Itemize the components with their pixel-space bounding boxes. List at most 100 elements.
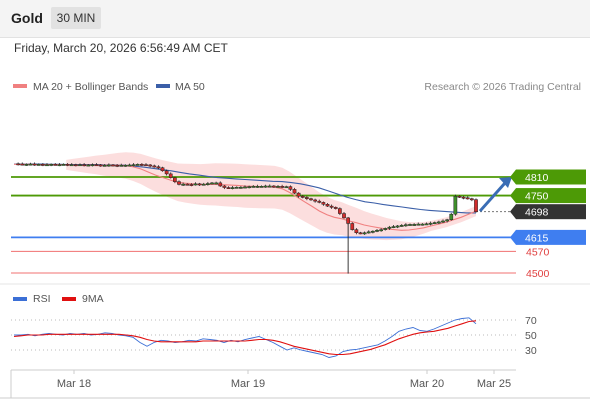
x-tick-label: Mar 18 bbox=[57, 378, 91, 390]
candle-body bbox=[189, 184, 194, 186]
level-tag-4810 bbox=[516, 169, 586, 185]
candle-body bbox=[346, 217, 350, 224]
candle-body bbox=[119, 164, 124, 167]
candle-body bbox=[284, 186, 289, 189]
candle-body bbox=[185, 183, 190, 186]
candle-body bbox=[247, 186, 251, 189]
candle-body bbox=[32, 163, 37, 166]
candle-body bbox=[90, 164, 95, 167]
candle-body bbox=[453, 195, 458, 215]
level-label-4698: 4698 bbox=[525, 207, 549, 219]
candle-body bbox=[243, 186, 247, 189]
candle-body bbox=[98, 164, 103, 167]
candle-body bbox=[156, 166, 161, 169]
candle-body bbox=[234, 186, 239, 189]
candle-body bbox=[371, 230, 375, 233]
candle-body bbox=[201, 183, 206, 186]
ma50-legend-label: MA 50 bbox=[175, 81, 205, 93]
candle-body bbox=[441, 220, 445, 223]
candle-body bbox=[457, 195, 462, 198]
candle-body bbox=[375, 230, 379, 232]
candle-body bbox=[218, 182, 223, 187]
candle-body bbox=[78, 164, 82, 167]
x-tick-label: Mar 19 bbox=[231, 378, 265, 390]
candle-body bbox=[416, 223, 421, 226]
candle-body bbox=[239, 186, 243, 189]
candle-body bbox=[135, 164, 140, 166]
candle-body bbox=[107, 164, 111, 167]
candle-body bbox=[16, 163, 20, 166]
asset-title: Gold bbox=[11, 10, 43, 26]
candle-body bbox=[296, 192, 301, 197]
rsi-legend-swatch bbox=[13, 297, 27, 301]
candle-body bbox=[470, 198, 474, 201]
candle-body bbox=[82, 164, 86, 167]
level-tag-pointer bbox=[510, 204, 516, 220]
candle-body bbox=[251, 186, 256, 188]
candle-body bbox=[206, 183, 210, 185]
candle-body bbox=[399, 225, 404, 227]
candle-body bbox=[197, 183, 202, 186]
candle-body bbox=[177, 181, 181, 185]
candle-body bbox=[168, 173, 173, 178]
top-bar: Gold 30 MIN bbox=[0, 0, 590, 38]
level-tag-pointer bbox=[510, 169, 516, 185]
level-tag-pointer bbox=[510, 188, 516, 204]
candle-body bbox=[164, 170, 169, 175]
candle-body bbox=[160, 167, 165, 172]
candle-body bbox=[131, 164, 136, 167]
candle-body bbox=[449, 213, 454, 220]
ma20-legend-swatch bbox=[13, 84, 27, 88]
candle-body bbox=[41, 164, 45, 166]
ma9-legend-label: 9MA bbox=[82, 293, 104, 305]
candle-body bbox=[255, 186, 260, 188]
candle-body bbox=[226, 187, 231, 189]
candle-body bbox=[408, 224, 412, 226]
candle-body bbox=[329, 205, 334, 208]
candle-body bbox=[69, 164, 74, 167]
ma50-legend-swatch bbox=[156, 84, 170, 88]
rsi-line bbox=[14, 317, 477, 358]
candle-body bbox=[24, 164, 29, 166]
credit-text: Research © 2026 Trading Central bbox=[424, 81, 581, 93]
level-label-4500: 4500 bbox=[526, 268, 550, 280]
candle-body bbox=[461, 196, 466, 199]
candle-body bbox=[350, 223, 355, 230]
candle-body bbox=[366, 231, 371, 234]
candle-body bbox=[321, 202, 326, 205]
candle-body bbox=[404, 224, 408, 227]
candle-body bbox=[379, 229, 383, 232]
chart-datetime: Friday, March 20, 2026 6:56:49 AM CET bbox=[14, 41, 228, 55]
level-label-4810: 4810 bbox=[525, 172, 549, 184]
candle-body bbox=[148, 164, 152, 167]
candle-body bbox=[300, 195, 305, 198]
rsi-ma9-line bbox=[13, 320, 477, 356]
candle-body bbox=[309, 198, 313, 201]
candle-body bbox=[28, 163, 33, 166]
candle-body bbox=[313, 199, 317, 202]
level-label-4750: 4750 bbox=[525, 191, 549, 203]
candle-body bbox=[354, 229, 359, 233]
candle-body bbox=[127, 164, 132, 167]
rsi-tick-label: 70 bbox=[525, 315, 537, 327]
candle-body bbox=[292, 189, 297, 194]
ma9-legend-swatch bbox=[62, 297, 76, 301]
candle-body bbox=[111, 164, 115, 167]
candle-body bbox=[210, 182, 214, 185]
candle-body bbox=[342, 213, 346, 219]
candle-body bbox=[20, 163, 25, 166]
rsi-legend-label: RSI bbox=[33, 293, 51, 305]
timeframe-button[interactable]: 30 MIN bbox=[51, 7, 101, 29]
candle-body bbox=[144, 164, 148, 167]
candle-body bbox=[272, 185, 276, 188]
candle-body bbox=[230, 187, 235, 189]
rsi-tick-label: 30 bbox=[525, 345, 537, 357]
level-label-4615: 4615 bbox=[525, 232, 549, 244]
x-tick-label: Mar 20 bbox=[410, 378, 444, 390]
level-label-4570: 4570 bbox=[526, 246, 550, 258]
candle-body bbox=[53, 164, 58, 166]
candle-body bbox=[445, 219, 449, 222]
level-tag-4615 bbox=[516, 229, 586, 245]
candle-body bbox=[387, 226, 392, 229]
candle-body bbox=[305, 197, 309, 199]
